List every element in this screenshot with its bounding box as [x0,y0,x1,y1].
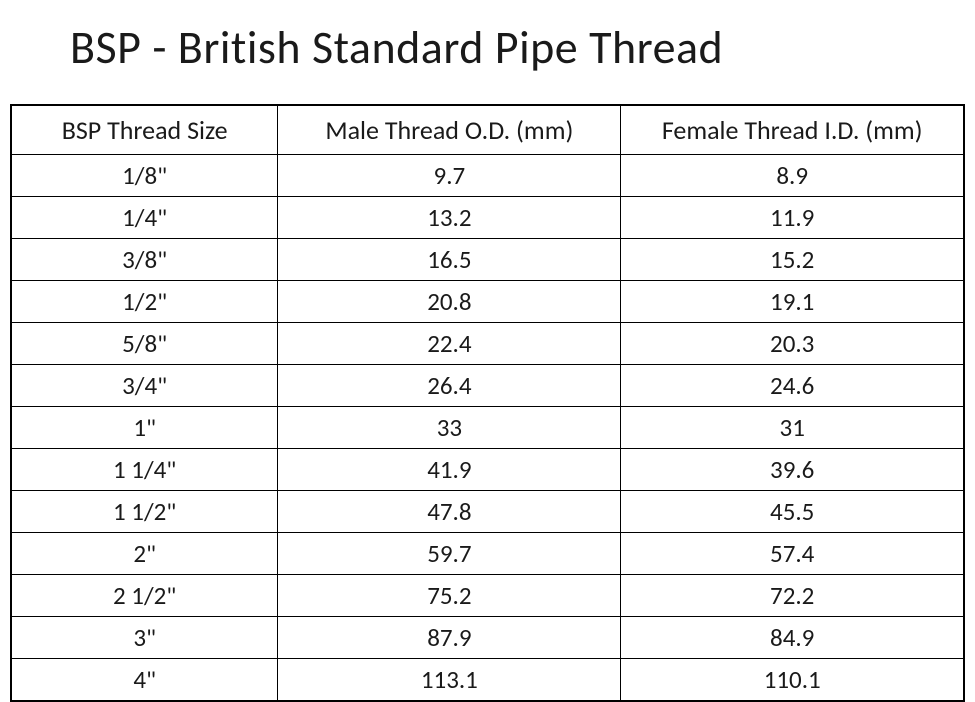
table-cell: 1/8" [11,155,278,197]
table-cell: 15.2 [621,239,964,281]
table-cell: 20.3 [621,323,964,365]
table-cell: 1/4" [11,197,278,239]
table-cell: 72.2 [621,575,964,617]
table-cell: 16.5 [278,239,621,281]
table-cell: 3" [11,617,278,659]
table-cell: 5/8" [11,323,278,365]
table-cell: 113.1 [278,659,621,702]
table-cell: 4" [11,659,278,702]
column-header-male-od: Male Thread O.D. (mm) [278,105,621,155]
table-cell: 24.6 [621,365,964,407]
table-cell: 22.4 [278,323,621,365]
table-cell: 1" [11,407,278,449]
table-row: 1/4"13.211.9 [11,197,964,239]
table-cell: 39.6 [621,449,964,491]
table-cell: 45.5 [621,491,964,533]
table-row: 1/8"9.78.9 [11,155,964,197]
table-cell: 59.7 [278,533,621,575]
bsp-thread-table: BSP Thread Size Male Thread O.D. (mm) Fe… [10,104,965,702]
table-cell: 75.2 [278,575,621,617]
table-cell: 26.4 [278,365,621,407]
table-row: 2 1/2"75.272.2 [11,575,964,617]
table-cell: 1 1/4" [11,449,278,491]
table-row: 1/2"20.819.1 [11,281,964,323]
table-cell: 9.7 [278,155,621,197]
table-cell: 31 [621,407,964,449]
table-cell: 1 1/2" [11,491,278,533]
table-row: 3"87.984.9 [11,617,964,659]
table-cell: 8.9 [621,155,964,197]
table-row: 1 1/2"47.845.5 [11,491,964,533]
table-row: 1"3331 [11,407,964,449]
table-cell: 110.1 [621,659,964,702]
page-title: BSP - British Standard Pipe Thread [10,20,965,76]
table-cell: 41.9 [278,449,621,491]
table-cell: 1/2" [11,281,278,323]
table-row: 1 1/4"41.939.6 [11,449,964,491]
column-header-female-id: Female Thread I.D. (mm) [621,105,964,155]
table-cell: 11.9 [621,197,964,239]
table-cell: 87.9 [278,617,621,659]
column-header-size: BSP Thread Size [11,105,278,155]
table-row: 3/4"26.424.6 [11,365,964,407]
table-cell: 3/8" [11,239,278,281]
table-cell: 84.9 [621,617,964,659]
table-cell: 13.2 [278,197,621,239]
table-row: 3/8"16.515.2 [11,239,964,281]
table-cell: 33 [278,407,621,449]
table-cell: 3/4" [11,365,278,407]
table-cell: 2" [11,533,278,575]
table-cell: 19.1 [621,281,964,323]
table-cell: 20.8 [278,281,621,323]
table-cell: 2 1/2" [11,575,278,617]
table-row: 4"113.1110.1 [11,659,964,702]
table-cell: 47.8 [278,491,621,533]
table-cell: 57.4 [621,533,964,575]
table-row: 2"59.757.4 [11,533,964,575]
table-header-row: BSP Thread Size Male Thread O.D. (mm) Fe… [11,105,964,155]
table-row: 5/8"22.420.3 [11,323,964,365]
table-body: 1/8"9.78.91/4"13.211.93/8"16.515.21/2"20… [11,155,964,702]
